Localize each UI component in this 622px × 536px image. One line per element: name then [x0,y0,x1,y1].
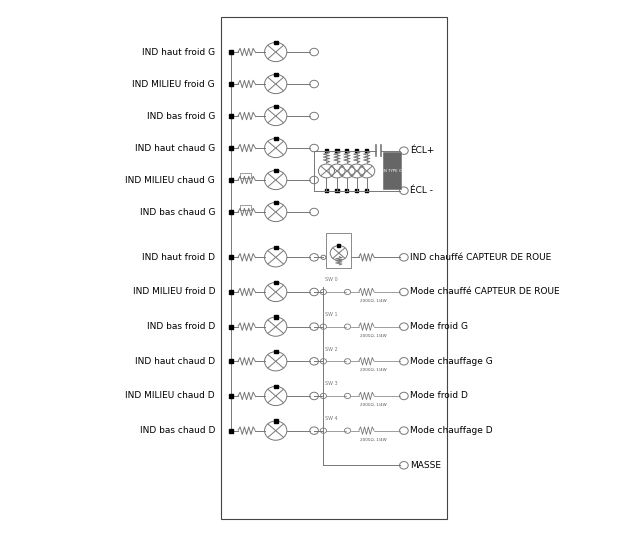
Circle shape [320,393,327,399]
Text: IND bas chaud G: IND bas chaud G [139,207,215,217]
Text: IND haut froid G: IND haut froid G [142,48,215,56]
Text: SW 0: SW 0 [325,278,337,282]
Circle shape [399,147,408,154]
Text: SW 2: SW 2 [325,347,337,352]
Circle shape [399,187,408,195]
Text: SW 1: SW 1 [325,312,337,317]
Circle shape [399,392,408,400]
Text: IND chauffé CAPTEUR DE ROUE: IND chauffé CAPTEUR DE ROUE [410,253,551,262]
Circle shape [345,324,351,329]
Text: Mode froid G: Mode froid G [410,322,468,331]
Circle shape [345,289,351,295]
Bar [355,150,358,152]
Text: IND haut froid D: IND haut froid D [142,253,215,262]
Text: Mode chauffé CAPTEUR DE ROUE: Mode chauffé CAPTEUR DE ROUE [410,287,560,296]
Circle shape [321,255,326,259]
Text: IND bas froid G: IND bas froid G [147,111,215,121]
Bar [274,169,277,172]
Text: IND MILIEU chaud G: IND MILIEU chaud G [125,175,215,184]
Text: Mode chauffage G: Mode chauffage G [410,357,493,366]
Bar [274,350,277,353]
Text: Mode chauffage D: Mode chauffage D [410,426,493,435]
Text: IND MILIEU chaud D: IND MILIEU chaud D [126,391,215,400]
Text: IND haut chaud G: IND haut chaud G [135,144,215,153]
Bar [325,150,328,152]
Text: ÉCL -: ÉCL - [410,186,433,195]
Bar [335,150,338,152]
Bar [240,205,251,210]
Bar [335,189,338,192]
Bar [274,246,277,249]
Text: SW 4: SW 4 [325,416,337,421]
Bar [221,17,447,519]
Text: Mode froid D: Mode froid D [410,391,468,400]
Bar [365,189,368,192]
Bar [274,281,277,284]
Bar [274,41,277,44]
Circle shape [310,323,318,330]
Circle shape [399,323,408,330]
Bar [325,189,328,192]
Bar [274,201,277,204]
Bar [327,233,351,268]
Bar [355,189,358,192]
Circle shape [310,392,318,400]
Bar [274,105,277,108]
Text: 2000Ω, 1/4W: 2000Ω, 1/4W [360,333,387,338]
Text: IND bas froid D: IND bas froid D [147,322,215,331]
Circle shape [345,428,351,433]
Circle shape [320,289,327,295]
Bar [337,244,340,247]
Circle shape [310,48,318,56]
Text: IND MILIEU froid D: IND MILIEU froid D [132,287,215,296]
Bar [365,150,368,152]
Circle shape [310,113,318,120]
Circle shape [399,288,408,296]
Text: ÉCL+: ÉCL+ [410,146,434,155]
Circle shape [320,428,327,433]
Bar [383,152,401,189]
Bar [274,73,277,76]
Text: IND bas chaud D: IND bas chaud D [140,426,215,435]
Text: 2000Ω, 1/4W: 2000Ω, 1/4W [360,368,387,372]
Circle shape [345,359,351,364]
Circle shape [310,80,318,88]
Bar [274,420,277,422]
Text: IND haut chaud D: IND haut chaud D [135,357,215,366]
Circle shape [320,359,327,364]
Bar [345,150,348,152]
Text: 2000Ω, 1/4W: 2000Ω, 1/4W [360,403,387,407]
Text: OPEN TYPE OSB: OPEN TYPE OSB [376,169,408,173]
Circle shape [345,393,351,399]
Bar [345,189,348,192]
Circle shape [310,427,318,434]
Text: SW 3: SW 3 [325,382,337,386]
Text: MASSE: MASSE [410,461,441,470]
Circle shape [310,288,318,296]
Text: 2000Ω, 1/4W: 2000Ω, 1/4W [360,299,387,303]
Circle shape [399,461,408,469]
Circle shape [399,427,408,434]
Text: 2000Ω, 1/4W: 2000Ω, 1/4W [360,437,387,442]
Bar [274,316,277,319]
Bar [274,385,277,388]
Circle shape [310,176,318,184]
Circle shape [320,324,327,329]
Circle shape [310,144,318,152]
Text: IND MILIEU froid G: IND MILIEU froid G [132,79,215,88]
Circle shape [310,254,318,261]
Circle shape [310,209,318,216]
Bar [240,173,251,178]
Bar [274,137,277,140]
Circle shape [399,358,408,365]
Circle shape [399,254,408,261]
Circle shape [310,358,318,365]
